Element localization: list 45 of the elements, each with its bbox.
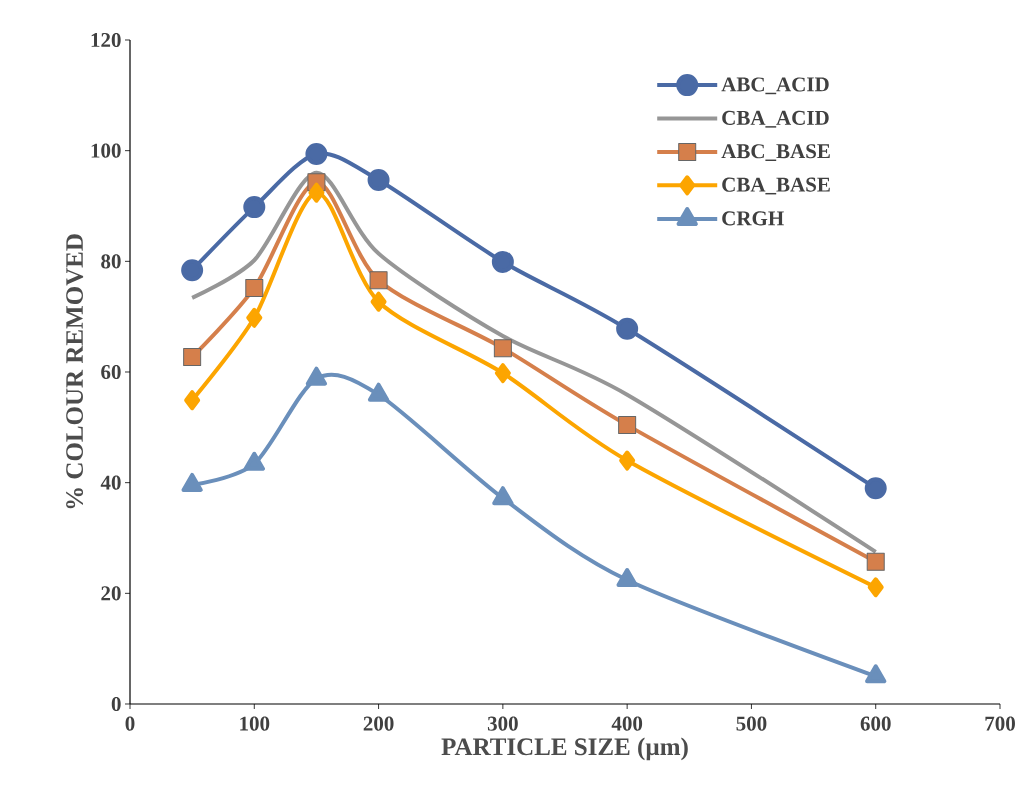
point [618,416,637,435]
point [616,568,638,588]
y-tick-label: 120 [91,32,121,48]
point [865,664,887,684]
x-tick-label: 300 [487,716,518,731]
y-tick-label: 20 [101,586,121,601]
point [616,317,639,340]
legend-label: CBA_BASE [722,177,830,195]
point [492,486,514,506]
x-tick-label: 700 [985,716,1015,731]
point [181,259,204,282]
point [867,577,884,598]
y-tick-label: 60 [101,364,121,380]
point [184,390,201,411]
point [493,339,512,358]
x-tick-label: 100 [240,716,270,731]
x-tick-label: 400 [611,716,643,731]
point [370,291,387,312]
point [367,168,390,191]
x-tick-label: 200 [363,716,394,731]
point [246,307,263,328]
legend-label: CRGH [722,211,784,226]
point [619,450,636,471]
point [491,250,514,273]
y-tick-label: 80 [101,254,121,269]
y-tick-label: 0 [111,696,121,712]
point [305,142,328,165]
legend-label: ABC_ACID [721,77,829,95]
y-tick-label: 100 [91,143,121,158]
x-tick-label: 500 [736,716,767,731]
legend-label: CBA_ACID [722,110,829,128]
x-tick-label: 600 [860,716,891,731]
x-tick-label: 0 [125,716,135,731]
point [866,552,885,571]
x-axis-title: PARTICLE SIZE (µm) [441,737,688,761]
y-tick-label: 40 [100,475,121,490]
point [183,348,202,367]
point [369,271,388,290]
point [308,182,325,203]
point [864,477,887,500]
point [494,363,511,384]
legend-label: ABC_BASE [721,144,830,162]
point [245,278,264,297]
point [243,196,266,219]
y-axis-title: % COLOUR REMOVED [66,234,84,509]
